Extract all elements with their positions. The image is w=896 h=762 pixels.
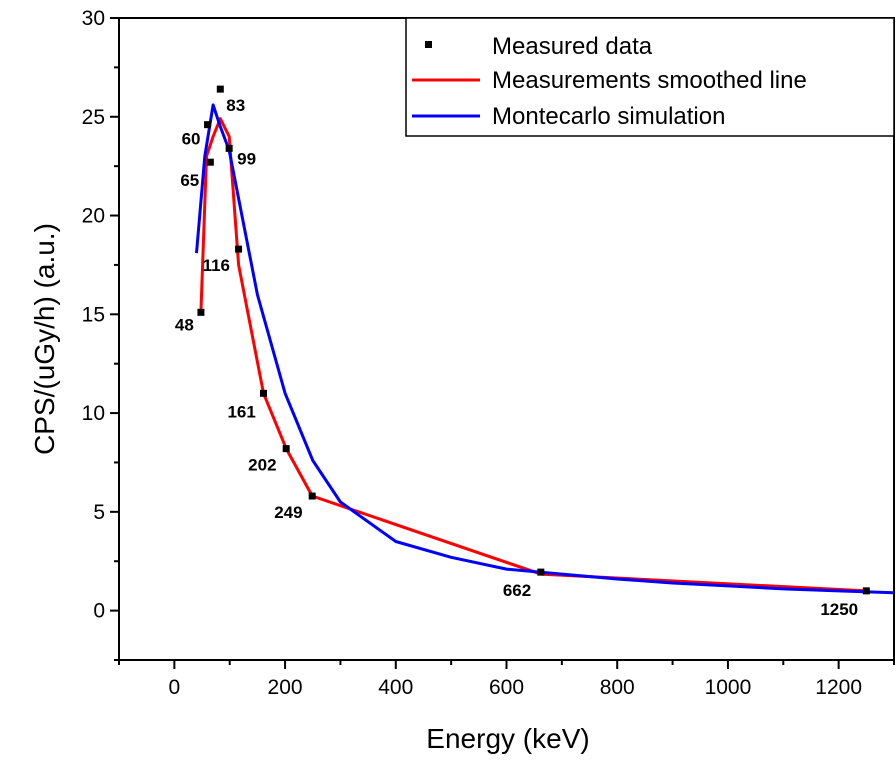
point-label: 99 [237,149,256,168]
x-tick-label: 400 [378,676,413,699]
legend-marker-measured [425,41,432,48]
measured-point [206,158,214,166]
y-tick-label: 30 [82,7,105,30]
point-label: 83 [226,96,245,115]
y-tick-label: 5 [93,501,105,524]
point-label: 1250 [820,600,858,619]
point-label: 60 [182,130,201,149]
x-tick-label: 600 [489,676,524,699]
x-tick-label: 200 [268,676,303,699]
point-labels: 48 60 65 83 99 116 161 202 249 662 1250 [175,96,858,619]
point-label: 48 [175,315,194,334]
y-axis-title: CPS/(uGy/h) (a.u.) [29,223,60,455]
x-axis-title: Energy (keV) [426,723,589,754]
legend: Measured data Measurements smoothed line… [405,17,895,137]
x-tick-label: 1200 [815,676,862,699]
measured-point [197,308,205,316]
measured-point [235,245,243,253]
x-tick-label: 800 [600,676,635,699]
measured-point [204,121,212,129]
point-label: 161 [227,402,255,421]
legend-box [405,17,895,137]
axes: 0 200 400 600 800 1000 1200 0 5 10 15 20 25 30 [82,7,895,699]
point-label: 662 [503,581,531,600]
legend-label-smoothed: Measurements smoothed line [492,67,807,94]
point-label: 202 [248,456,276,475]
y-tick-label: 0 [93,600,105,623]
measured-point [282,445,290,453]
point-label: 116 [203,256,230,275]
smoothed-line [199,117,867,593]
montecarlo-line [195,103,894,595]
legend-label-measured: Measured data [492,33,653,60]
series-layer [195,85,894,595]
legend-label-montecarlo: Montecarlo simulation [492,103,725,130]
measured-point [862,587,870,595]
y-tick-label: 10 [82,402,105,425]
y-tick-label: 20 [82,205,105,228]
measured-point [537,568,545,576]
measured-point [225,144,233,152]
measured-point [259,389,267,397]
measured-point [216,85,224,93]
y-tick-label: 15 [82,303,105,326]
point-label: 65 [180,171,199,190]
point-label: 249 [274,503,302,522]
y-tick-label: 25 [82,106,105,129]
x-tick-label: 0 [169,676,181,699]
measured-point [308,492,316,500]
x-tick-label: 1000 [705,676,752,699]
